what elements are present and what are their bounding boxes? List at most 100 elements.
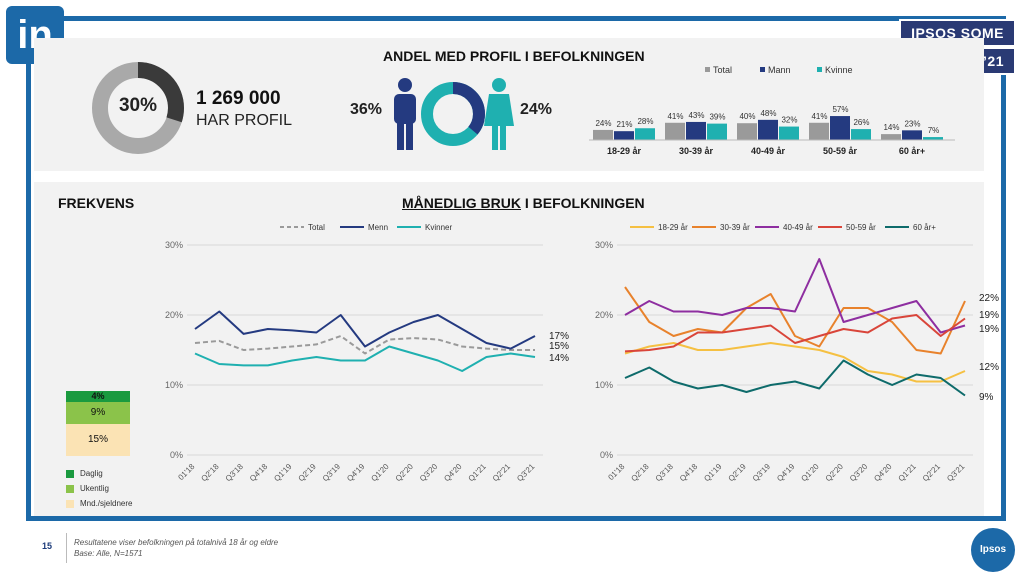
legend-label-40-49-r: 40-49 år	[783, 223, 813, 232]
female-percentage: 24%	[520, 101, 553, 118]
x-tick-q1-20: Q1'20	[369, 462, 391, 484]
freq-daily-segment: 4%	[66, 391, 130, 402]
gender-ring-male	[421, 82, 485, 146]
x-tick-q2-20: Q2'20	[824, 462, 846, 484]
y-tick-10: 10%	[595, 380, 613, 390]
end-label-total: 15%	[549, 341, 569, 352]
legend-label-mann: Mann	[768, 65, 791, 75]
bar-value-30-39-r-total: 41%	[667, 112, 683, 121]
y-tick-10: 10%	[165, 380, 183, 390]
x-tick-q4-19: Q4'19	[775, 462, 797, 484]
series-line-menn	[194, 310, 536, 350]
x-tick-q3-21: Q3'21	[515, 462, 537, 484]
bar-category-18-29-r: 18-29 år	[607, 146, 642, 156]
legend-daily: Daglig	[66, 466, 132, 481]
bar-40-49-r-total	[737, 123, 757, 140]
donut-arc	[92, 62, 184, 154]
end-label-30-39-r: 22%	[979, 293, 999, 304]
monthly-use-title-rest: I BEFOLKNINGEN	[521, 195, 645, 211]
footer-note-line2: Base: Alle, N=1571	[74, 549, 143, 558]
y-tick-30: 30%	[165, 240, 183, 250]
x-tick-q3-20: Q3'20	[848, 462, 870, 484]
y-tick-0: 0%	[170, 450, 183, 460]
x-tick-q2-19: Q2'19	[297, 462, 319, 484]
x-tick-q3-18: Q3'18	[654, 462, 676, 484]
legend-weekly-swatch	[66, 484, 74, 493]
legend-daily-swatch	[66, 469, 74, 478]
end-label-60-r: 9%	[979, 392, 994, 403]
x-tick-q4-18: Q4'18	[678, 462, 700, 484]
monthly-use-title-underlined: MÅNEDLIG BRUK	[402, 195, 521, 211]
x-tick-q3-21: Q3'21	[945, 462, 967, 484]
bar-value-60-r-total: 14%	[883, 123, 899, 132]
legend-monthly-swatch	[66, 499, 74, 508]
x-tick-q3-18: Q3'18	[224, 462, 246, 484]
legend-label-kvinne: Kvinne	[825, 65, 853, 75]
ipsos-logo: Ipsos	[971, 528, 1015, 572]
x-tick-q2-18: Q2'18	[199, 462, 221, 484]
gender-figure-graphic	[394, 78, 514, 150]
y-tick-0: 0%	[600, 450, 613, 460]
bar-value-50-59-r-kvinne: 26%	[853, 118, 869, 127]
legend-weekly-label: Ukentlig	[80, 484, 109, 493]
end-label-50-59-r: 19%	[979, 324, 999, 335]
legend-daily-label: Daglig	[80, 469, 103, 478]
x-tick-q2-18: Q2'18	[629, 462, 651, 484]
bar-30-39-r-total	[665, 122, 685, 140]
bar-value-40-49-r-mann: 48%	[760, 109, 776, 118]
legend-label-50-59-r: 50-59 år	[846, 223, 876, 232]
bar-50-59-r-mann	[830, 116, 850, 140]
x-tick-q1-20: Q1'20	[799, 462, 821, 484]
x-tick-q1-21: Q1'21	[897, 462, 919, 484]
bar-60-r-mann	[902, 130, 922, 140]
bar-60-r-kvinne	[923, 137, 943, 140]
woman-icon	[484, 78, 514, 150]
bar-30-39-r-kvinne	[707, 123, 727, 140]
legend-swatch-total	[705, 67, 710, 72]
y-tick-30: 30%	[595, 240, 613, 250]
bar-18-29-r-total	[593, 129, 613, 140]
series-line-60-r	[624, 359, 966, 397]
legend-monthly: Mnd./sjeldnere	[66, 496, 132, 511]
x-tick-q3-19: Q3'19	[751, 462, 773, 484]
x-tick-01-18: 01'18	[176, 462, 196, 482]
legend-label-30-39-r: 30-39 år	[720, 223, 750, 232]
bar-value-18-29-r-total: 24%	[595, 119, 611, 128]
bar-40-49-r-mann	[758, 119, 778, 140]
bar-value-18-29-r-kvinne: 28%	[637, 117, 653, 126]
series-line-total	[194, 335, 535, 355]
x-tick-q4-20: Q4'20	[442, 462, 464, 484]
x-tick-q1-19: Q1'19	[702, 462, 724, 484]
bar-value-18-29-r-mann: 21%	[616, 120, 632, 129]
legend-label-18-29-r: 18-29 år	[658, 223, 688, 232]
footer-note: Resultatene viser befolkningen på totaln…	[74, 537, 278, 559]
legend-monthly-label: Mnd./sjeldnere	[80, 499, 133, 508]
age-line-chart: 0% 10% 20% 30% 01'18 Q2'18 Q3'18 Q4'18 Q1'19 Q2'1…	[595, 223, 999, 484]
bar-value-50-59-r-mann: 57%	[832, 105, 848, 114]
bar-category-30-39-r: 30-39 år	[679, 146, 714, 156]
bar-value-30-39-r-mann: 43%	[688, 111, 704, 120]
man-icon	[394, 78, 416, 150]
freq-monthly-segment: 15%	[66, 424, 130, 456]
x-tick-q2-20: Q2'20	[394, 462, 416, 484]
legend-label-60-r: 60 år+	[913, 223, 936, 232]
male-percentage: 36%	[350, 101, 383, 118]
x-tick-q4-18: Q4'18	[248, 462, 270, 484]
bar-50-59-r-kvinne	[851, 129, 871, 140]
x-tick-q2-19: Q2'19	[727, 462, 749, 484]
bar-50-59-r-total	[809, 122, 829, 140]
legend-weekly: Ukentlig	[66, 481, 132, 496]
bar-value-30-39-r-kvinne: 39%	[709, 113, 725, 122]
bar-value-40-49-r-kvinne: 32%	[781, 116, 797, 125]
bar-category-50-59-r: 50-59 år	[823, 146, 858, 156]
bar-60-r-total	[881, 134, 901, 140]
x-tick-q3-19: Q3'19	[321, 462, 343, 484]
legend-swatch-mann	[760, 67, 765, 72]
section-title-andel: ANDEL MED PROFIL I BEFOLKNINGEN	[383, 48, 645, 64]
series-line-kvinner	[194, 345, 536, 372]
x-tick-q3-20: Q3'20	[418, 462, 440, 484]
bar-value-50-59-r-total: 41%	[811, 112, 827, 121]
bar-18-29-r-mann	[614, 131, 634, 140]
gender-line-chart: 0% 10% 20% 30% 01'18 Q2'18 Q3'18 Q4'18 Q1'19 Q2'1…	[165, 223, 569, 484]
page-number: 15	[42, 541, 53, 551]
